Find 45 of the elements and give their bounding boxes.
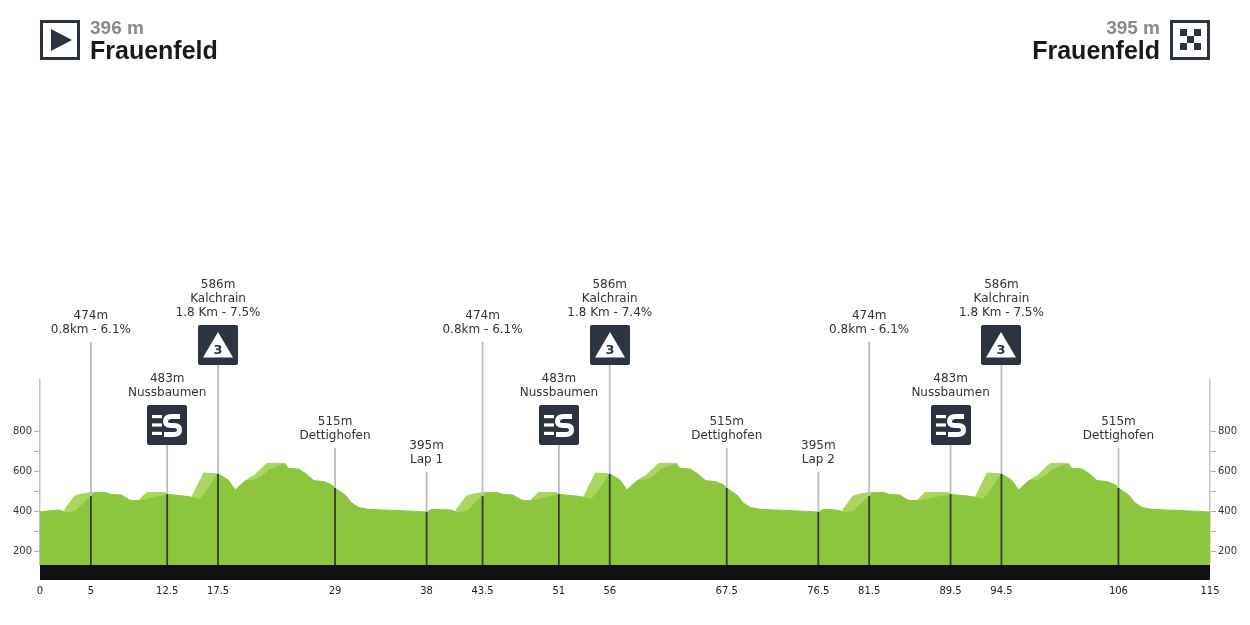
ref-line-label: 474m 0.8km - 6.1%: [829, 308, 910, 337]
ref-line-label: 483m Nussbaumen: [128, 371, 207, 400]
x-tick-label: 56: [603, 584, 617, 596]
x-tick-label: 106: [1108, 584, 1128, 596]
ref-line-label: 395m Lap 1: [409, 438, 444, 467]
y2-tick-label: 600: [1218, 464, 1238, 476]
x-tick-label: 94.5: [990, 584, 1013, 596]
ref-line-label: 515m Dettighofen: [1082, 414, 1155, 443]
x-tick-label: 0: [36, 584, 44, 596]
x-tick-label: 5: [87, 584, 95, 596]
ref-line-label: 474m 0.8km - 6.1%: [442, 308, 523, 337]
x-tick-label: 12.5: [156, 584, 179, 596]
mountain-icon: 3: [589, 325, 630, 365]
text: Frauenfeld: [1032, 36, 1160, 64]
y2-tick-label: 800: [1218, 424, 1238, 436]
x-tick-label: 76.5: [807, 584, 830, 596]
text: 396 m: [90, 17, 144, 38]
ref-line-label: 483m Nussbaumen: [911, 371, 990, 400]
mountain-icon: 3: [198, 325, 239, 365]
text: Frauenfeld: [90, 36, 218, 64]
text: 395 m: [1106, 17, 1160, 38]
x-tick-label: 81.5: [858, 584, 881, 596]
y2-tick-label: 400: [1218, 504, 1238, 516]
x-tick-label: 51: [552, 584, 566, 596]
y-tick-label: 400: [12, 504, 32, 516]
y-tick-label: 200: [12, 544, 32, 556]
ref-line-label: 395m Lap 2: [801, 438, 836, 467]
ref-line-label: 483m Nussbaumen: [519, 371, 599, 400]
x-tick-label: 43.5: [471, 584, 494, 596]
x-tick-label: 67.5: [715, 584, 738, 596]
y-tick-label: 600: [12, 464, 32, 476]
mountain-icon: 3: [981, 325, 1022, 365]
x-tick-label: 17.5: [206, 584, 230, 596]
ref-line-label: 515m Dettighofen: [691, 414, 763, 443]
y2-tick-label: 200: [1218, 544, 1238, 556]
ref-line-label: 586m Kalchrain 1.8 Km - 7.5%: [958, 277, 1044, 320]
ref-line-label: 474m 0.8km - 6.1%: [50, 308, 131, 337]
ref-line-label: 586m Kalchrain 1.8 Km - 7.4%: [567, 277, 653, 320]
ref-line-label: 586m Kalchrain 1.8 Km - 7.5%: [175, 277, 261, 320]
y-tick-label: 800: [12, 424, 32, 436]
x-tick-label: 38: [420, 584, 433, 596]
x-tick-label: 29: [328, 584, 342, 596]
ref-line-label: 515m Dettighofen: [299, 414, 371, 443]
x-tick-label: 115: [1200, 584, 1220, 596]
x-tick-label: 89.5: [939, 584, 962, 596]
